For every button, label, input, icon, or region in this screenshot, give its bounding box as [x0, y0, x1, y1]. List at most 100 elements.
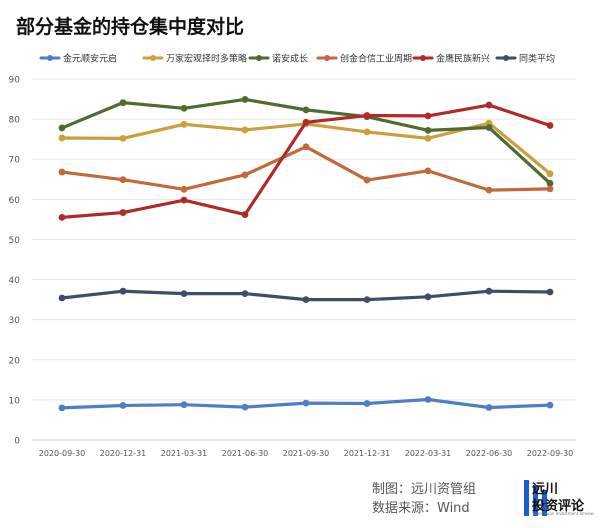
x-tick-label: 2020-09-30	[39, 449, 86, 458]
legend-label: 诺安成长	[272, 53, 308, 65]
data-point	[547, 170, 554, 177]
data-point	[181, 197, 188, 204]
y-tick-label: 60	[9, 196, 21, 206]
data-point	[303, 106, 310, 113]
data-point	[181, 401, 188, 408]
data-point	[181, 290, 188, 297]
data-point	[486, 288, 493, 295]
data-point	[59, 135, 66, 142]
y-tick-label: 70	[9, 156, 21, 166]
legend-marker	[324, 55, 330, 61]
data-point	[303, 143, 310, 150]
legend-label: 同类平均	[519, 53, 555, 65]
footer-source: 数据来源：Wind	[372, 497, 470, 516]
x-tick-label: 2020-12-31	[100, 449, 147, 458]
legend-marker	[150, 55, 156, 61]
data-point	[120, 99, 127, 106]
legend-label: 创金合信工业周期	[340, 53, 412, 65]
data-point	[242, 127, 249, 134]
series-金元顺安元启	[59, 396, 554, 411]
y-tick-label: 30	[9, 316, 21, 326]
data-point	[364, 129, 371, 136]
legend-item: 创金合信工业周期	[318, 53, 412, 65]
data-point	[486, 404, 493, 411]
data-point	[242, 96, 249, 103]
legend-item: 诺安成长	[250, 53, 308, 65]
x-tick-label: 2021-09-30	[283, 449, 330, 458]
series-创金合信工业周期	[59, 143, 554, 193]
y-tick-label: 90	[9, 76, 21, 86]
data-point	[303, 296, 310, 303]
legend-item: 金元顺安元启	[41, 53, 117, 65]
data-point	[120, 288, 127, 295]
data-point	[242, 211, 249, 218]
legend-label: 金元顺安元启	[63, 53, 117, 65]
series-同类平均	[59, 288, 554, 303]
data-point	[425, 135, 432, 142]
data-point	[303, 400, 310, 407]
data-point	[59, 169, 66, 176]
legend-item: 万家宏观择时多策略	[144, 53, 247, 65]
y-tick-label: 50	[9, 236, 21, 246]
y-tick-label: 20	[9, 356, 21, 366]
legend-marker	[503, 55, 509, 61]
data-point	[547, 186, 554, 193]
data-point	[425, 113, 432, 120]
data-point	[59, 214, 66, 221]
legend-marker	[47, 55, 53, 61]
data-point	[547, 289, 554, 296]
series-group	[59, 96, 554, 411]
brand-en: YuanChuan Investment Review	[532, 511, 594, 516]
legend-marker	[256, 55, 262, 61]
legend: 金元顺安元启 万家宏观择时多策略 诺安成长 创金合信工业周期 金鹰民族新兴 同类平均	[41, 53, 555, 65]
legend-item: 同类平均	[497, 53, 555, 65]
x-tick-label: 2021-06-30	[222, 449, 269, 458]
data-point	[242, 404, 249, 411]
x-tick-label: 2022-09-30	[527, 449, 574, 458]
x-tick-label: 2021-03-31	[161, 449, 208, 458]
data-point	[181, 105, 188, 112]
legend-label: 金鹰民族新兴	[436, 53, 490, 65]
data-point	[59, 405, 66, 412]
series-诺安成长	[59, 96, 554, 187]
y-axis-ticks: 0 10 20 30 40 50 60 70 80 90	[9, 76, 21, 447]
data-point	[120, 402, 127, 409]
data-point	[181, 186, 188, 193]
data-point	[120, 135, 127, 142]
data-point	[364, 400, 371, 407]
legend-item: 金鹰民族新兴	[414, 53, 490, 65]
data-point	[486, 187, 493, 194]
y-tick-label: 40	[9, 276, 21, 286]
x-axis-ticks: 2020-09-30 2020-12-31 2021-03-31 2021-06-30…	[39, 449, 574, 458]
y-tick-label: 0	[14, 437, 20, 447]
data-point	[425, 127, 432, 134]
data-point	[364, 296, 371, 303]
x-tick-label: 2022-06-30	[466, 449, 513, 458]
data-point	[242, 171, 249, 178]
data-point	[59, 125, 66, 132]
x-tick-label: 2022-03-31	[405, 449, 452, 458]
data-point	[364, 177, 371, 184]
series-line	[62, 147, 550, 190]
data-point	[181, 121, 188, 128]
x-tick-label: 2021-12-31	[344, 449, 391, 458]
y-tick-label: 10	[9, 396, 21, 406]
data-point	[425, 293, 432, 300]
data-point	[364, 112, 371, 119]
data-point	[242, 290, 249, 297]
legend-label: 万家宏观择时多策略	[166, 53, 247, 65]
data-point	[425, 396, 432, 403]
data-point	[486, 102, 493, 109]
data-point	[425, 167, 432, 174]
data-point	[120, 176, 127, 183]
data-point	[547, 402, 554, 409]
data-point	[486, 124, 493, 131]
y-tick-label: 80	[9, 116, 21, 126]
data-point	[303, 119, 310, 126]
data-point	[59, 295, 66, 302]
footer-made-by: 制图：远川资管组	[372, 478, 476, 497]
data-point	[547, 122, 554, 129]
legend-marker	[420, 55, 426, 61]
data-point	[120, 209, 127, 216]
line-chart: 0 10 20 30 40 50 60 70 80 90 2020-09-30 2020-12-31…	[0, 0, 600, 470]
